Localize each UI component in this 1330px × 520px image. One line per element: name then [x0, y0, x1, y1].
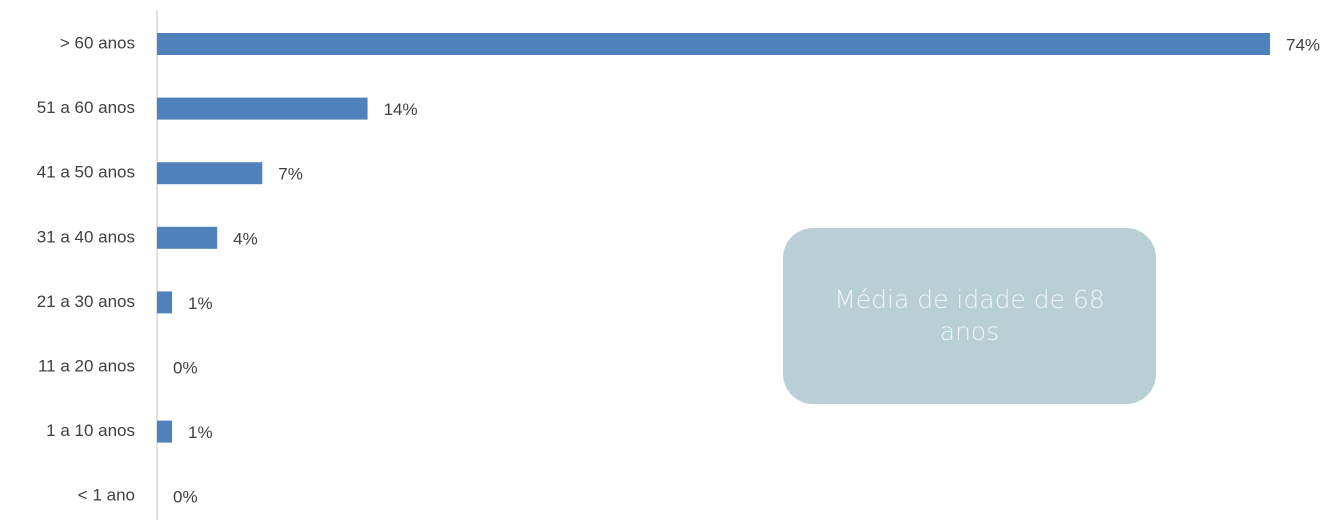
- y-tick-label: 51 a 60 anos: [37, 98, 135, 117]
- bar: [157, 226, 218, 249]
- y-tick-label: > 60 anos: [60, 33, 135, 52]
- y-tick-label: 1 a 10 anos: [46, 421, 135, 440]
- bar: [157, 33, 1270, 55]
- bar: [157, 97, 368, 120]
- y-tick-label: 31 a 40 anos: [37, 227, 135, 246]
- data-label: 74%: [1286, 35, 1320, 54]
- y-tick-label: 21 a 30 anos: [37, 292, 135, 311]
- data-label: 1%: [188, 294, 213, 313]
- data-label: 14%: [384, 100, 418, 119]
- data-label: 4%: [233, 229, 258, 248]
- bar: [157, 291, 173, 314]
- data-label: 7%: [278, 165, 303, 184]
- data-label: 0%: [173, 488, 198, 507]
- y-tick-label: 11 a 20 anos: [38, 356, 135, 375]
- bar: [157, 162, 263, 185]
- bar: [157, 420, 173, 443]
- data-label: 1%: [188, 423, 213, 442]
- data-label: 0%: [173, 358, 198, 377]
- annotation: Média de idade de 68 anos: [783, 228, 1156, 404]
- y-tick-label: 41 a 50 anos: [37, 163, 135, 182]
- y-tick-label: < 1 ano: [78, 486, 135, 505]
